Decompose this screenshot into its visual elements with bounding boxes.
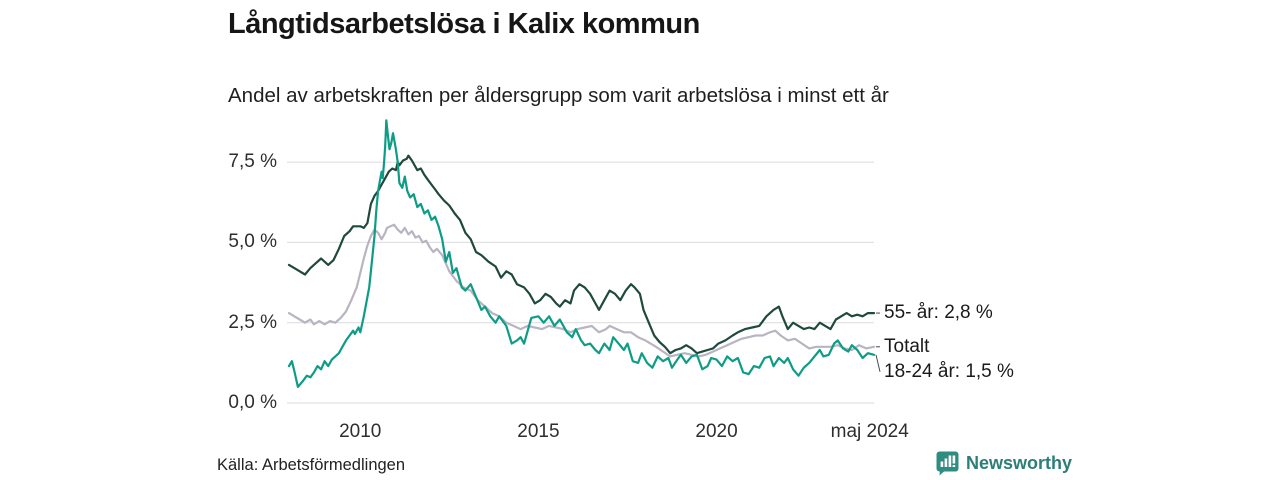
series-line-55-r [287,154,876,355]
x-tick-label: 2015 [517,421,560,442]
y-tick-label: 2,5 % [228,311,277,333]
series-line-totalt [287,223,876,358]
x-tick-label: 2010 [339,421,382,442]
x-tick-label: maj 2024 [830,421,909,442]
bar-chart-speech-bubble-icon [936,451,959,476]
y-tick-label: 7,5 % [228,151,277,173]
x-tick-label: 2020 [695,421,738,442]
series-end-label-55-r: 55- år: 2,8 % [884,302,993,324]
y-tick-label: 0,0 % [228,392,277,413]
page-title: Långtidsarbetslösa i Kalix kommun [228,8,700,40]
chart-subtitle: Andel av arbetskraften per åldersgrupp s… [228,84,889,107]
series-end-label-totalt: Totalt [884,335,930,357]
brand-name: Newsworthy [966,453,1073,473]
source-attribution: Källa: Arbetsförmedlingen [217,456,406,474]
y-tick-label: 5,0 % [228,231,277,253]
series-end-label-18-24-r: 18-24 år: 1,5 % [884,360,1014,382]
series-line-18-24-r [287,119,876,388]
label-leader-line [875,354,881,372]
brand-logo: Newsworthy [936,451,1072,476]
